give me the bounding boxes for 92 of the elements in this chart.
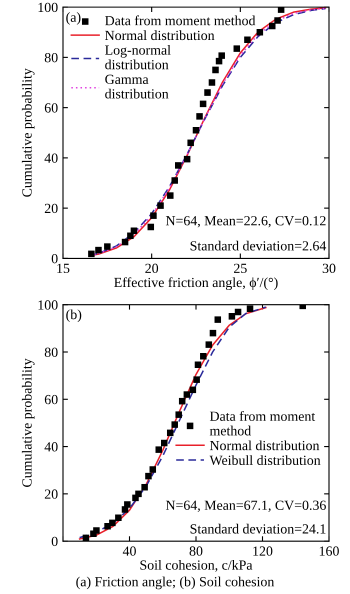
point	[274, 17, 281, 24]
y-axis-title: Cumulative probability	[22, 358, 35, 487]
point	[299, 304, 306, 310]
x-tick-label: 160	[320, 546, 339, 556]
legend-label: Log-normal distribution	[105, 44, 171, 70]
point	[206, 341, 212, 348]
y-tick-label: 100	[38, 300, 58, 310]
legend-label: Normal distribution	[105, 30, 214, 40]
point	[82, 534, 90, 542]
y-tick-label: 20	[44, 204, 58, 214]
annotation: (a)	[66, 12, 80, 25]
point	[234, 308, 242, 316]
point	[150, 212, 157, 219]
y-tick-label: 0	[52, 536, 58, 546]
point	[157, 202, 164, 209]
point	[228, 313, 236, 320]
point	[204, 89, 211, 96]
point	[135, 490, 142, 498]
point	[193, 376, 200, 383]
point	[184, 391, 190, 398]
point	[175, 411, 182, 418]
point	[156, 446, 162, 453]
point	[256, 28, 264, 36]
annotation: N=64, Mean=22.6, CV=0.12	[166, 216, 326, 228]
point	[171, 177, 178, 184]
point	[109, 520, 116, 526]
y-tick-label: 40	[44, 442, 58, 452]
text: (a) Friction angle; (b) Soil cohesion	[76, 576, 274, 590]
point	[190, 386, 196, 394]
annotation: (b)	[66, 309, 82, 322]
point	[150, 466, 156, 473]
point	[234, 45, 240, 52]
annotation: N=64, Mean=67.1, CV=0.36	[166, 500, 326, 512]
y-tick-label: 80	[44, 348, 58, 357]
y-tick-label: 40	[44, 153, 58, 163]
x-tick-label: 15	[57, 264, 70, 274]
annotation: Standard deviation=2.64	[190, 240, 326, 251]
point	[246, 305, 254, 312]
point	[93, 527, 100, 534]
point	[88, 250, 95, 258]
point	[192, 126, 200, 134]
point	[210, 330, 216, 336]
point	[214, 316, 222, 323]
y-tick-label: 0	[52, 254, 58, 264]
x-tick-label: 80	[190, 546, 202, 556]
point	[130, 227, 138, 234]
y-axis-title: Cumulative probability	[22, 68, 35, 197]
y-tick-label: 100	[38, 2, 58, 12]
legend-label: Gamma distribution	[105, 74, 168, 99]
x-tick-label: 25	[234, 264, 247, 274]
x-tick-label: 30	[322, 264, 336, 274]
point	[244, 36, 251, 44]
point	[178, 398, 186, 404]
x-axis-title: Soil cohesion, c/kPa	[140, 560, 252, 572]
y-tick-label: 80	[44, 52, 58, 62]
y-tick-label: 20	[44, 489, 58, 499]
point	[196, 113, 203, 120]
point	[278, 7, 284, 13]
point	[145, 472, 152, 480]
x-axis-title: Effective friction angle, ϕ′/(°)	[114, 277, 278, 290]
y-tick-label: 60	[44, 394, 58, 404]
x-tick-label: 20	[145, 264, 158, 274]
legend-label: Data from moment method	[105, 15, 256, 26]
point	[218, 52, 225, 59]
point	[141, 484, 148, 490]
y-tick-label: 60	[44, 103, 58, 113]
point	[160, 440, 168, 446]
point	[95, 246, 102, 254]
point	[124, 501, 131, 508]
legend-label: Data from moment method	[210, 411, 316, 436]
legend-label: Weibull distribution	[210, 455, 320, 466]
point	[200, 100, 206, 108]
point	[194, 362, 202, 368]
x-tick-label: 120	[253, 546, 272, 556]
point	[200, 353, 207, 360]
point	[115, 514, 122, 521]
x-tick-label: 40	[122, 546, 136, 556]
point	[208, 79, 216, 86]
point	[167, 192, 174, 199]
point	[148, 224, 154, 230]
point	[216, 58, 222, 64]
point	[175, 162, 182, 169]
point	[122, 238, 128, 246]
point	[166, 430, 174, 436]
annotation: Standard deviation=24.1	[190, 524, 326, 534]
legend-label: Normal distribution	[210, 440, 320, 450]
point	[184, 156, 190, 162]
point	[212, 66, 219, 74]
point	[187, 140, 194, 146]
point	[104, 243, 111, 250]
point	[268, 22, 276, 30]
point	[171, 421, 178, 428]
